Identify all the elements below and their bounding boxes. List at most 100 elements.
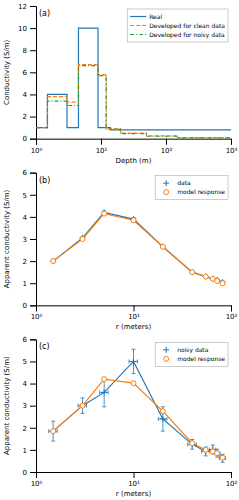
y-axis-line [30, 340, 37, 473]
marker-group [189, 441, 195, 447]
y-tick: 1 [23, 280, 36, 288]
data-point [203, 447, 208, 452]
data-point [160, 244, 165, 249]
x-tick-label: 10¹ [128, 313, 140, 321]
y-error-bar [132, 349, 136, 373]
marker-group [160, 244, 165, 249]
x-tick-mark [101, 139, 102, 145]
y-error-bar [221, 454, 225, 462]
y-tick-mark [30, 384, 36, 385]
data-point [131, 218, 136, 223]
y-tick: 8 [23, 47, 36, 55]
x-tick: 10⁰ [31, 472, 43, 488]
legend-swatch [164, 190, 169, 195]
series-line [53, 214, 222, 284]
legend-swatch [163, 180, 169, 186]
marker-group [215, 451, 220, 456]
data-point [50, 428, 56, 434]
data-point [160, 416, 166, 422]
y-tick-label: 6 [23, 336, 28, 344]
x-error-bar [78, 404, 86, 408]
y-tick-mark [30, 239, 36, 240]
marker-group [50, 258, 56, 264]
data-point [101, 209, 107, 215]
x-error-bar [158, 417, 166, 421]
y-tick: 2 [23, 425, 36, 433]
y-tick-mark [30, 217, 36, 218]
y-tick: 6 [23, 69, 36, 77]
y-tick: 3 [23, 402, 36, 410]
series-line [53, 379, 222, 457]
legend-item: Developed for noisy data [130, 31, 225, 39]
marker-group [203, 274, 209, 280]
marker-group [203, 447, 208, 452]
marker-group [101, 209, 107, 215]
series-line [53, 212, 222, 282]
y-tick-mark [30, 50, 36, 51]
y-error-bar [204, 447, 208, 456]
y-error-bar [102, 378, 106, 407]
x-axis: 10⁰10¹10²10³ [31, 139, 238, 155]
data-point [80, 235, 86, 241]
marker-group [189, 269, 195, 275]
y-tick-mark [30, 406, 36, 407]
data-point [131, 216, 137, 222]
legend-marker [163, 180, 169, 186]
marker-group [215, 279, 220, 284]
y-tick-label: 12 [18, 3, 27, 11]
data-point [215, 451, 220, 456]
legend-item: model response [164, 355, 226, 363]
marker-group [51, 259, 56, 264]
y-tick-label: 10 [18, 25, 27, 33]
data-point [101, 389, 107, 395]
panel: 10⁰10¹10²10³024681012Depth (m)Conductivi… [3, 3, 238, 165]
series-line [36, 28, 231, 130]
legend: datamodel response [155, 176, 228, 200]
x-tick-mark [134, 472, 135, 478]
legend-label: Developed for noisy data [149, 31, 225, 39]
panel-label: (c) [39, 342, 50, 351]
x-tick: 10² [161, 139, 173, 155]
x-tick-label: 10⁰ [31, 313, 43, 321]
y-axis: 024681012 [18, 3, 36, 144]
data-point [131, 358, 137, 364]
data-point [189, 441, 195, 447]
y-tick-label: 5 [23, 192, 27, 200]
x-tick-label: 10² [226, 480, 238, 488]
y-tick: 6 [23, 169, 36, 177]
x-tick-label: 10² [161, 147, 173, 155]
data-point [102, 211, 107, 216]
y-tick-label: 4 [23, 380, 28, 388]
y-tick-mark [30, 339, 36, 340]
y-axis-title: Apparent conductivity (S/m) [3, 189, 11, 288]
y-tick-label: 2 [23, 425, 27, 433]
legend: noisy datamodel response [155, 342, 228, 366]
marker-group [220, 455, 226, 461]
y-error-bar [211, 445, 215, 454]
y-tick-mark [30, 305, 36, 306]
x-error-bar [129, 359, 137, 363]
legend-box [127, 9, 228, 42]
y-tick-mark [30, 283, 36, 284]
data-point [220, 455, 225, 460]
panel-label: (b) [39, 176, 50, 185]
legend-item: noisy data [163, 346, 209, 354]
legend-box [155, 342, 228, 366]
y-tick-label: 6 [23, 169, 28, 177]
y-tick-label: 4 [23, 91, 28, 99]
y-error-bar [51, 421, 55, 441]
y-tick: 4 [23, 91, 36, 99]
x-tick: 10⁰ [31, 305, 43, 321]
y-tick-label: 1 [23, 447, 27, 455]
y-axis: 0123456 [23, 169, 37, 310]
marker-group [80, 235, 86, 241]
figure: 10⁰10¹10²10³024681012Depth (m)Conductivi… [0, 0, 239, 500]
y-tick-mark [30, 6, 36, 7]
marker-group [80, 403, 86, 409]
data-point [160, 244, 166, 250]
data-point [220, 281, 225, 286]
data-point [220, 455, 226, 461]
y-axis-line [30, 7, 37, 140]
y-tick: 2 [23, 113, 36, 121]
marker-group [131, 381, 136, 386]
